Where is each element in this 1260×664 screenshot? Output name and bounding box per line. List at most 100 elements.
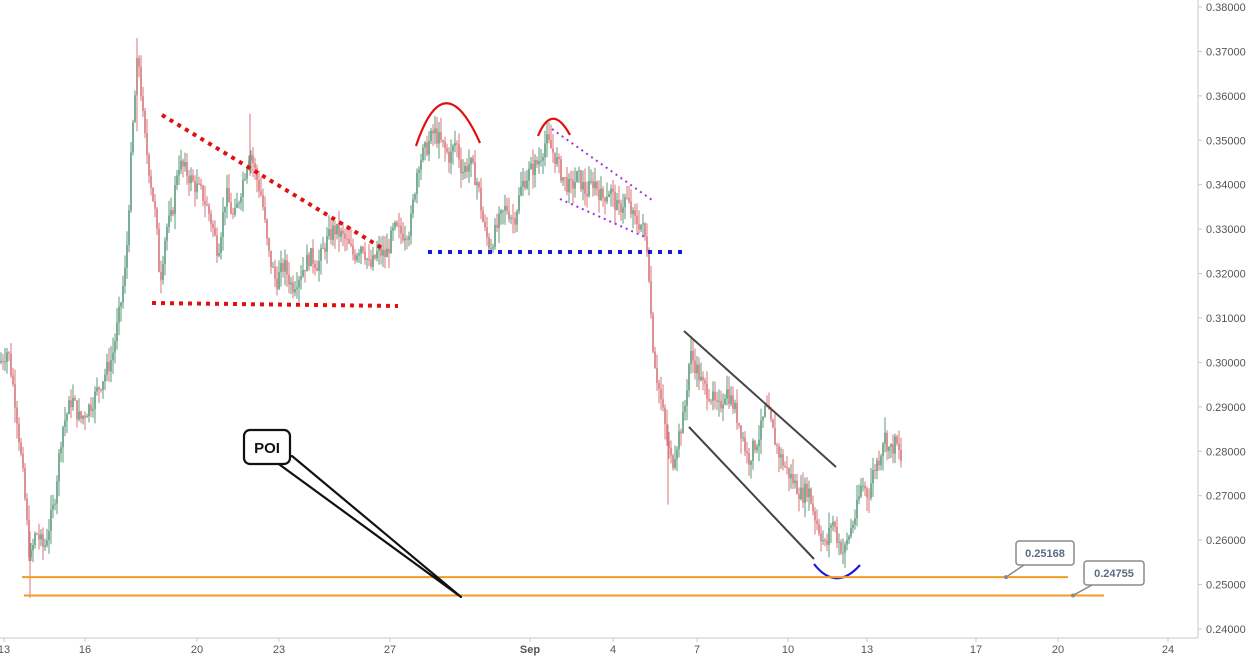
first-top-arc[interactable] bbox=[414, 102, 482, 147]
channel-lower-line[interactable] bbox=[688, 426, 815, 560]
candle-body bbox=[168, 215, 170, 228]
y-tick-label: 0.36000 bbox=[1206, 91, 1246, 103]
candle-body bbox=[564, 177, 566, 179]
candle-body bbox=[822, 540, 824, 542]
candle-body bbox=[108, 361, 110, 372]
candle-body bbox=[140, 66, 142, 97]
candle-body bbox=[804, 483, 806, 503]
candle-body bbox=[260, 191, 262, 196]
candle-body bbox=[112, 352, 114, 361]
candle-body bbox=[490, 248, 492, 250]
candle-body bbox=[452, 145, 454, 152]
candle-body bbox=[552, 148, 554, 153]
candle-body bbox=[60, 447, 62, 454]
candle-body bbox=[314, 263, 316, 269]
triangle-support-line[interactable] bbox=[151, 301, 399, 308]
candle-body bbox=[666, 424, 668, 441]
flag-upper-line[interactable] bbox=[551, 128, 653, 201]
y-tick-label: 0.29000 bbox=[1206, 402, 1246, 414]
candle-body bbox=[820, 533, 822, 542]
bottom-arc[interactable] bbox=[813, 563, 861, 580]
candle-body bbox=[840, 541, 842, 554]
candle-body bbox=[590, 180, 592, 182]
price-label-box[interactable] bbox=[1015, 540, 1075, 566]
candle-body bbox=[586, 194, 588, 197]
candle-body bbox=[164, 240, 166, 265]
candle-body bbox=[424, 142, 426, 148]
candle-body bbox=[630, 201, 632, 214]
candle-body bbox=[828, 527, 830, 545]
candle-body bbox=[894, 436, 896, 454]
candle-body bbox=[152, 187, 154, 202]
candle-body bbox=[172, 210, 174, 215]
second-top-arc[interactable] bbox=[536, 117, 571, 137]
candle-body bbox=[174, 185, 176, 215]
candle-body bbox=[312, 248, 314, 264]
candle-body bbox=[684, 405, 686, 412]
candle-body bbox=[632, 210, 634, 214]
candle-body bbox=[8, 352, 10, 354]
candle-body bbox=[84, 415, 86, 418]
candle-body bbox=[460, 159, 462, 174]
channel-upper-line[interactable] bbox=[683, 330, 837, 468]
candle-body bbox=[64, 420, 66, 428]
candle-body bbox=[748, 453, 750, 465]
x-tick-label: 17 bbox=[970, 644, 982, 656]
candle-body bbox=[626, 197, 628, 199]
poi-callout[interactable]: POI bbox=[242, 428, 463, 599]
candle-body bbox=[704, 380, 706, 384]
candle-body bbox=[818, 523, 820, 534]
candle-body bbox=[864, 485, 866, 489]
candle-body bbox=[432, 130, 434, 134]
candle-body bbox=[418, 169, 420, 173]
candle-body bbox=[594, 181, 596, 189]
candle-body bbox=[366, 258, 368, 260]
candle-body bbox=[780, 454, 782, 458]
candle-body bbox=[888, 446, 890, 451]
triangle-resistance-line[interactable] bbox=[160, 113, 384, 250]
candle-body bbox=[184, 162, 186, 167]
candle-body bbox=[240, 197, 242, 203]
candle-body bbox=[636, 216, 638, 225]
candles-layer bbox=[0, 38, 902, 598]
candle-body bbox=[244, 178, 246, 180]
candle-body bbox=[754, 440, 756, 451]
candle-body bbox=[194, 181, 196, 193]
candle-body bbox=[320, 248, 322, 261]
candle-body bbox=[236, 203, 238, 208]
candle-body bbox=[850, 527, 852, 537]
candle-body bbox=[576, 171, 578, 183]
candle-body bbox=[354, 254, 356, 261]
price-label-box[interactable] bbox=[1083, 560, 1145, 586]
candle-body bbox=[390, 230, 392, 253]
candle-body bbox=[406, 238, 408, 240]
candle-body bbox=[734, 402, 736, 409]
candle-body bbox=[242, 179, 244, 198]
candle-body bbox=[844, 544, 846, 553]
candle-body bbox=[614, 191, 616, 211]
candle-body bbox=[270, 250, 272, 267]
candle-body bbox=[434, 128, 436, 134]
candle-body bbox=[742, 437, 744, 439]
candle-body bbox=[330, 229, 332, 240]
candle-body bbox=[774, 427, 776, 446]
y-tick-label: 0.28000 bbox=[1206, 446, 1246, 458]
candle-body bbox=[528, 168, 530, 181]
candle-body bbox=[758, 439, 760, 447]
candle-body bbox=[368, 258, 370, 260]
candle-body bbox=[412, 199, 414, 214]
candle-body bbox=[238, 202, 240, 204]
candle-body bbox=[494, 224, 496, 247]
candle-body bbox=[224, 206, 226, 213]
candle-body bbox=[220, 237, 222, 253]
candle-body bbox=[82, 415, 84, 419]
y-tick-label: 0.25000 bbox=[1206, 580, 1246, 592]
candle-body bbox=[234, 207, 236, 215]
candle-body bbox=[116, 322, 118, 342]
candle-body bbox=[420, 160, 422, 170]
candle-body bbox=[402, 233, 404, 241]
candle-body bbox=[392, 227, 394, 231]
candle-body bbox=[816, 520, 818, 524]
candle-body bbox=[732, 395, 734, 409]
candle-body bbox=[784, 465, 786, 468]
